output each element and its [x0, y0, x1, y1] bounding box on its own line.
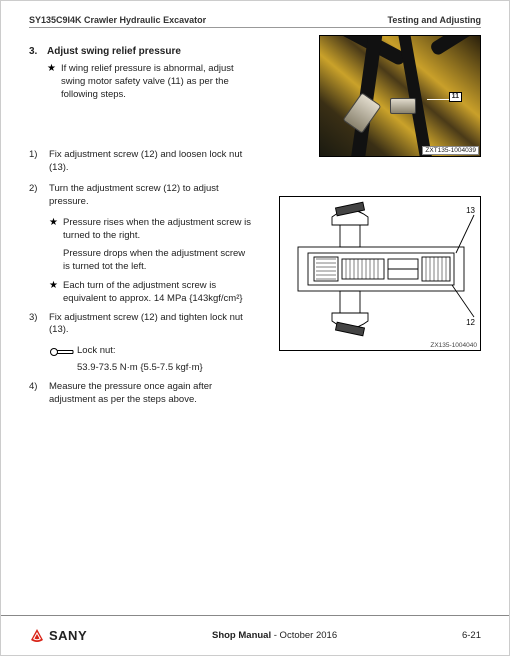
- step-num: 4): [29, 381, 49, 407]
- intro-text: If wing relief pressure is abnormal, adj…: [61, 63, 242, 101]
- section-number: 3.: [29, 46, 47, 57]
- header-right: Testing and Adjusting: [388, 15, 482, 25]
- footer-page: 6-21: [462, 630, 481, 641]
- substep-text: Pressure rises when the adjustment screw…: [63, 217, 251, 243]
- callout-13: 13: [466, 206, 475, 215]
- substep-text: Pressure drops when the adjustment screw…: [63, 248, 251, 274]
- page-header: SY135C9I4K Crawler Hydraulic Excavator T…: [29, 15, 481, 28]
- figure2-code: ZX135-1004040: [428, 342, 479, 349]
- star-icon: ★: [49, 217, 63, 243]
- callout-11: 11: [449, 92, 462, 102]
- step-text: Fix adjustment screw (12) and tighten lo…: [49, 312, 251, 338]
- step-num: 1): [29, 149, 49, 175]
- step-num: 2): [29, 183, 49, 209]
- figure-photo: 11 ZXT135-1004039: [319, 35, 481, 157]
- brand-name: SANY: [49, 628, 87, 643]
- header-left: SY135C9I4K Crawler Hydraulic Excavator: [29, 15, 206, 25]
- page-footer: SANY Shop Manual - October 2016 6-21: [1, 615, 509, 655]
- step-text: Fix adjustment screw (12) and loosen loc…: [49, 149, 251, 175]
- locknut-label: Lock nut:: [77, 345, 116, 358]
- footer-title: Shop Manual: [212, 630, 271, 641]
- section-title: Adjust swing relief pressure: [47, 46, 181, 57]
- brand-logo: SANY: [29, 628, 87, 644]
- torque-icon: [49, 346, 77, 358]
- footer-center: Shop Manual - October 2016: [212, 630, 337, 641]
- step-text: Measure the pressure once again after ad…: [49, 381, 251, 407]
- footer-date: - October 2016: [271, 630, 337, 641]
- locknut-value: 53.9-73.5 N·m {5.5-7.5 kgf·m}: [77, 362, 251, 373]
- step-num: 3): [29, 312, 49, 338]
- star-icon: ★: [49, 280, 63, 306]
- star-icon: ★: [47, 63, 61, 101]
- substep-text: Each turn of the adjustment screw is equ…: [63, 280, 251, 306]
- figure1-code: ZXT135-1004039: [422, 146, 479, 155]
- callout-12: 12: [466, 318, 475, 327]
- step-text: Turn the adjustment screw (12) to adjust…: [49, 183, 251, 209]
- figure-diagram: 13 12 ZX135-1004040: [279, 196, 481, 351]
